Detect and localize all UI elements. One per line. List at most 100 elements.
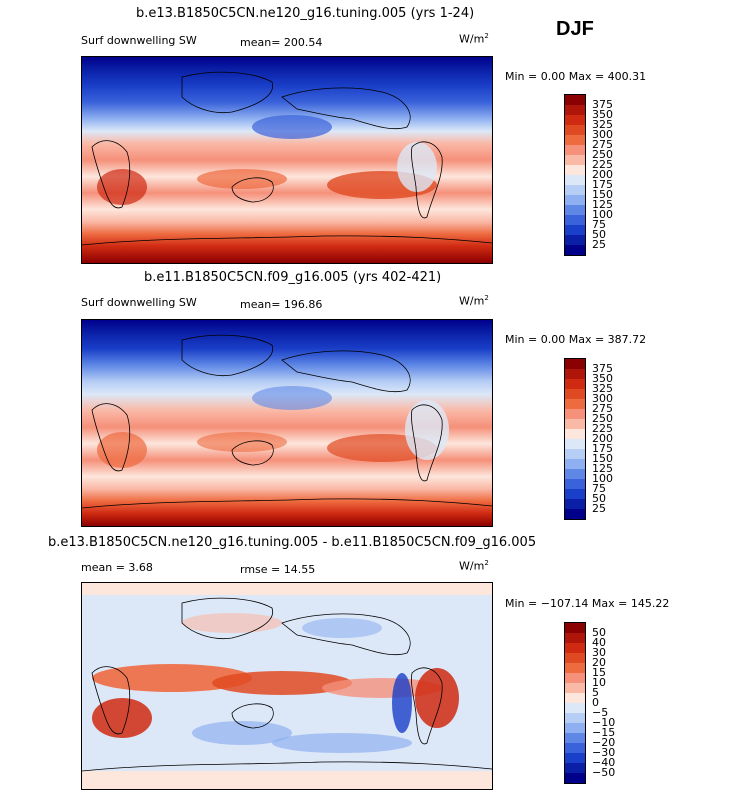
panel3-swatch (564, 763, 586, 773)
panel1-title: b.e13.B1850C5CN.ne120_g16.tuning.005 (yr… (136, 6, 475, 21)
panel1-tick: 375 (592, 98, 613, 111)
panel2-swatch (564, 469, 586, 479)
panel3-tick: 50 (592, 626, 606, 639)
panel1-swatch (564, 94, 586, 105)
panel3-tick: 15 (592, 666, 606, 679)
panel1-swatch (564, 235, 586, 245)
panel2-tick: 175 (592, 442, 613, 455)
panel2-swatch (564, 449, 586, 459)
panel1-swatch (564, 205, 586, 215)
panel3-tick: −30 (592, 746, 616, 759)
panel2-tick: 50 (592, 492, 606, 505)
panel3-tick: −40 (592, 756, 616, 769)
panel3-swatch (564, 673, 586, 683)
panel1-swatch (564, 105, 586, 115)
panel2-tick: 150 (592, 452, 613, 465)
panel1-map (81, 56, 493, 264)
panel2-variable-label: Surf downwelling SW (81, 296, 197, 309)
panel3-swatch (564, 663, 586, 673)
panel1-tick: 100 (592, 208, 613, 221)
panel3-swatch (564, 753, 586, 763)
panel3-swatch (564, 622, 586, 633)
panel1-units: W/m2 (459, 32, 489, 46)
panel2-swatch (564, 429, 586, 439)
panel2-map (81, 319, 493, 527)
panel3-swatch (564, 683, 586, 693)
panel3-swatch (564, 703, 586, 713)
panel3-tick: −10 (592, 716, 616, 729)
panel1-colorbar (564, 94, 586, 256)
panel3-title: b.e13.B1850C5CN.ne120_g16.tuning.005 - b… (48, 535, 537, 550)
panel3-tick: 5 (592, 686, 599, 699)
panel3-swatch (564, 773, 586, 784)
panel3-swatch (564, 643, 586, 653)
panel3-tick: −20 (592, 736, 616, 749)
panel1-tick: 125 (592, 198, 613, 211)
panel1-swatch (564, 135, 586, 145)
panel2-swatch (564, 479, 586, 489)
panel3-tick: 20 (592, 656, 606, 669)
panel1-tick: 175 (592, 178, 613, 191)
panel3-swatch (564, 713, 586, 723)
panel2-tick: 225 (592, 422, 613, 435)
panel1-tick: 300 (592, 128, 613, 141)
panel2-swatch (564, 439, 586, 449)
panel2-swatch (564, 419, 586, 429)
panel2-mean-label: mean= 196.86 (240, 298, 323, 311)
panel1-tick: 325 (592, 118, 613, 131)
panel1-tick: 200 (592, 168, 613, 181)
panel1-swatch (564, 115, 586, 125)
panel1-mean-label: mean= 200.54 (240, 36, 323, 49)
panel3-minmax: Min = −107.14 Max = 145.22 (505, 597, 670, 610)
panel3-tick: −50 (592, 766, 616, 779)
panel2-tick: 125 (592, 462, 613, 475)
panel3-swatch (564, 633, 586, 643)
panel2-swatch (564, 499, 586, 509)
panel2-map-field (82, 320, 492, 526)
panel3-tick: 40 (592, 636, 606, 649)
panel1-swatch (564, 145, 586, 155)
panel2-swatch (564, 459, 586, 469)
panel3-map (81, 582, 493, 790)
panel2-units: W/m2 (459, 294, 489, 308)
panel3-swatch (564, 653, 586, 663)
panel3-swatch (564, 733, 586, 743)
panel1-tick: 225 (592, 158, 613, 171)
panel1-swatch (564, 175, 586, 185)
panel1-swatch (564, 155, 586, 165)
panel1-tick: 350 (592, 108, 613, 121)
panel3-tick: −15 (592, 726, 616, 739)
panel2-swatch (564, 379, 586, 389)
panel2-tick: 250 (592, 412, 613, 425)
panel1-tick: 25 (592, 238, 606, 251)
panel2-tick: 325 (592, 382, 613, 395)
panel2-tick: 100 (592, 472, 613, 485)
panel2-tick: 300 (592, 392, 613, 405)
panel1-tick: 50 (592, 228, 606, 241)
panel1-swatch (564, 165, 586, 175)
panel3-tick: 30 (592, 646, 606, 659)
panel2-tick: 75 (592, 482, 606, 495)
panel1-tick: 250 (592, 148, 613, 161)
panel3-swatch (564, 743, 586, 753)
panel2-swatch (564, 489, 586, 499)
panel2-swatch (564, 369, 586, 379)
panel2-swatch (564, 389, 586, 399)
season-label: DJF (556, 18, 594, 40)
panel1-map-field (82, 57, 492, 263)
panel1-tick: 275 (592, 138, 613, 151)
panel2-tick: 200 (592, 432, 613, 445)
panel1-minmax: Min = 0.00 Max = 400.31 (505, 70, 647, 83)
panel2-tick: 375 (592, 362, 613, 375)
panel2-tick: 275 (592, 402, 613, 415)
panel2-swatch (564, 409, 586, 419)
panel1-swatch (564, 215, 586, 225)
panel1-variable-label: Surf downwelling SW (81, 34, 197, 47)
panel1-swatch (564, 125, 586, 135)
panel3-tick: 0 (592, 696, 599, 709)
panel2-minmax: Min = 0.00 Max = 387.72 (505, 333, 647, 346)
panel3-map-field (82, 583, 492, 789)
panel2-tick: 25 (592, 502, 606, 515)
panel2-title: b.e11.B1850C5CN.f09_g16.005 (yrs 402-421… (144, 270, 442, 285)
panel3-tick: 10 (592, 676, 606, 689)
